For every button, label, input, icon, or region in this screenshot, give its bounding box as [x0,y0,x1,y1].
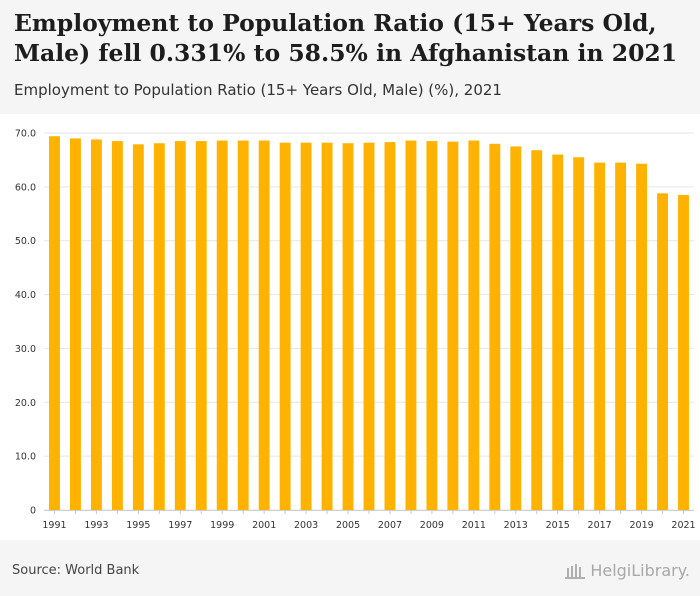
bar-1991 [49,136,60,510]
logo-text: HelgiLibrary. [590,561,690,580]
bar-chart: 0 10.0 20.0 30.0 40.0 50.0 60.0 70.0 1991 1993 199… [15,129,696,532]
y-tick-label: 50.0 [15,236,36,247]
bar-1999 [216,140,228,510]
chart-subtitle: Employment to Population Ratio (15+ Year… [14,81,502,99]
bar-2017 [594,162,606,510]
x-tick-label: 2021 [671,520,695,531]
bar-2001 [258,140,270,510]
bar-1994 [111,141,123,511]
x-tick-label: 1997 [168,520,192,531]
x-tick-label: 2011 [462,520,486,531]
bar-2002 [279,142,291,511]
bar-2007 [384,142,396,511]
bar-2019 [636,163,648,510]
bar-2011 [468,140,480,510]
bar-2021 [678,194,689,510]
x-tick-label: 2013 [504,520,528,531]
bar-2020 [657,193,668,510]
bar-2008 [405,140,417,510]
chart-title: Employment to Population Ratio (15+ Year… [14,9,678,67]
x-tick-label: 1995 [126,520,150,531]
bar-1997 [174,141,186,511]
x-tick-label: 2007 [378,520,402,531]
bar-1995 [132,144,144,510]
x-tick-label: 2019 [629,520,653,531]
x-tick-label: 1991 [42,520,66,531]
bar-2003 [300,142,312,511]
x-tick-label: 1993 [84,520,108,531]
source-note: Source: World Bank [12,563,140,578]
bar-2006 [363,142,375,511]
bar-2004 [321,142,333,511]
x-tick-label: 2003 [294,520,318,531]
library-building-icon [565,563,586,579]
bar-2016 [573,157,585,510]
y-tick-label: 60.0 [15,182,36,193]
bar-1996 [153,143,165,510]
bar-2012 [489,143,501,510]
y-tick-label: 20.0 [15,398,36,409]
y-tick-label: 70.0 [15,129,36,140]
bar-1998 [195,141,207,511]
bar-1992 [70,138,81,510]
x-tick-label: 2017 [588,520,612,531]
bar-2010 [447,141,459,511]
x-tick-label: 2015 [546,520,570,531]
bar-2013 [510,146,522,510]
y-tick-label: 10.0 [15,452,36,463]
y-tick-label: 30.0 [15,344,36,355]
bar-2009 [426,141,438,511]
y-tick-label: 40.0 [15,290,36,301]
bar-1993 [90,139,102,510]
bar-2015 [552,154,564,511]
x-tick-label: 2009 [420,520,444,531]
bar-2005 [342,143,354,510]
x-tick-label: 2005 [336,520,360,531]
bar-2014 [531,150,543,510]
helgi-library-logo: HelgiLibrary. [564,561,690,580]
y-tick-label: 0 [30,506,36,517]
x-tick-label: 1999 [210,520,234,531]
x-tick-label: 2001 [252,520,276,531]
bar-2000 [237,140,249,510]
bar-2018 [615,162,627,510]
